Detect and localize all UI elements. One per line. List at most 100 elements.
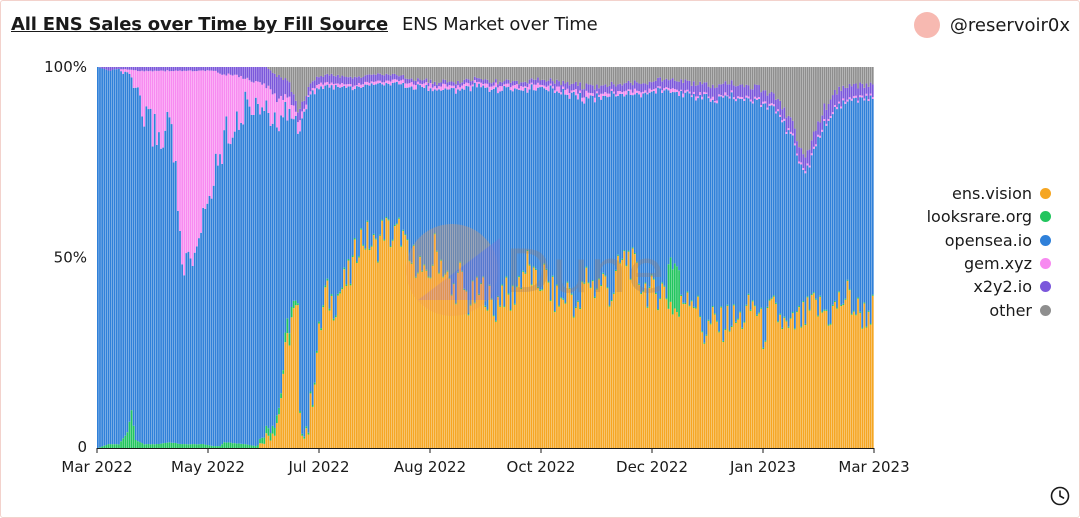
bar-segment-opensea-io: [162, 147, 165, 444]
bar-segment-ens-vision: [827, 325, 830, 448]
bar-segment-ens-vision: [423, 265, 426, 448]
bar-segment-looksrare-org: [737, 318, 739, 320]
bar-segment-gem-xyz: [543, 85, 546, 89]
bar-segment-other: [638, 67, 640, 84]
bar-segment-x2y2-io: [819, 122, 822, 136]
chart-title-link[interactable]: All ENS Sales over Time by Fill Source: [11, 14, 388, 35]
bar-segment-x2y2-io: [370, 74, 373, 82]
bar-segment-looksrare-org: [570, 293, 573, 295]
bar-segment-other: [810, 67, 813, 141]
bar-segment-opensea-io: [210, 198, 213, 446]
bar-segment-opensea-io: [326, 84, 329, 279]
clock-icon[interactable]: [1050, 486, 1070, 506]
bar-segment-gem-xyz: [572, 90, 575, 92]
bar-segment-opensea-io: [471, 86, 474, 281]
legend-item-looksrare-org[interactable]: looksrare.org: [927, 205, 1051, 228]
bar-segment-x2y2-io: [170, 67, 173, 71]
bar-segment-x2y2-io: [440, 82, 442, 87]
bar-segment-gem-xyz: [549, 83, 552, 86]
bar-segment-ens-vision: [385, 218, 388, 448]
bar-segment-ens-vision: [793, 329, 796, 448]
bar-segment-gem-xyz: [122, 69, 125, 74]
legend-item-other[interactable]: other: [927, 298, 1051, 321]
bar-segment-x2y2-io: [518, 84, 520, 89]
bar-segment-other: [669, 67, 672, 80]
bar-segment-opensea-io: [692, 94, 695, 307]
bar-segment-gem-xyz: [307, 95, 310, 97]
bar-segment-gem-xyz: [737, 96, 739, 99]
bar-segment-looksrare-org: [600, 284, 603, 287]
bar-segment-ens-vision: [713, 314, 716, 448]
bar-segment-looksrare-org: [229, 442, 232, 448]
bar-segment-other: [815, 67, 817, 131]
bar-segment-opensea-io: [669, 92, 672, 258]
bar-segment-other: [396, 67, 398, 76]
bar-segment-x2y2-io: [242, 67, 245, 79]
bar-segment-opensea-io: [158, 132, 160, 445]
bar-segment-other: [829, 67, 832, 100]
bar-segment-opensea-io: [244, 91, 247, 445]
legend-item-gem-xyz[interactable]: gem.xyz: [927, 252, 1051, 275]
bar-segment-ens-vision: [589, 288, 592, 448]
bar-segment-x2y2-io: [699, 81, 701, 93]
bar-segment-x2y2-io: [652, 81, 655, 90]
bar-segment-opensea-io: [823, 120, 826, 310]
legend-item-x2y2-io[interactable]: x2y2.io: [927, 275, 1051, 298]
bar-segment-opensea-io: [716, 103, 718, 321]
bar-segment-other: [661, 67, 664, 82]
bar-segment-opensea-io: [610, 90, 613, 301]
bar-segment-looksrare-org: [686, 291, 689, 293]
bar-segment-other: [448, 67, 451, 82]
bar-segment-other: [604, 67, 607, 85]
bar-segment-gem-xyz: [141, 70, 143, 117]
bar-segment-opensea-io: [254, 97, 257, 447]
bar-segment-opensea-io: [398, 84, 400, 218]
bar-segment-x2y2-io: [802, 154, 805, 169]
bar-segment-gem-xyz: [149, 70, 152, 109]
bar-segment-x2y2-io: [364, 75, 367, 82]
bar-segment-ens-vision: [288, 345, 291, 448]
bar-segment-looksrare-org: [497, 295, 499, 298]
bar-segment-x2y2-io: [99, 67, 101, 68]
bar-segment-gem-xyz: [366, 81, 369, 85]
bar-segment-ens-vision: [612, 293, 615, 448]
bar-segment-looksrare-org: [655, 292, 657, 295]
legend-item-opensea-io[interactable]: opensea.io: [927, 229, 1051, 252]
bar-segment-other: [838, 67, 840, 87]
bar-segment-opensea-io: [615, 96, 617, 270]
bar-segment-gem-xyz: [143, 71, 146, 127]
bar-segment-other: [745, 67, 748, 85]
bar-segment-looksrare-org: [202, 444, 205, 448]
bar-segment-x2y2-io: [103, 67, 106, 69]
bar-segment-gem-xyz: [334, 83, 337, 86]
bar-segment-gem-xyz: [389, 81, 392, 86]
bar-segment-opensea-io: [233, 131, 236, 444]
bar-segment-gem-xyz: [351, 86, 354, 91]
author-name[interactable]: @reservoir0x: [949, 14, 1070, 36]
bar-segment-x2y2-io: [532, 79, 535, 85]
bar-segment-ens-vision: [332, 320, 335, 448]
bar-segment-x2y2-io: [457, 80, 459, 86]
bar-segment-gem-xyz: [619, 91, 621, 94]
bar-segment-opensea-io: [377, 83, 379, 262]
bar-segment-ens-vision: [431, 265, 434, 448]
bar-segment-looksrare-org: [471, 280, 474, 282]
bar-segment-x2y2-io: [198, 67, 200, 71]
legend-label: other: [989, 300, 1032, 320]
bar-segment-looksrare-org: [671, 269, 674, 315]
bar-segment-opensea-io: [330, 85, 333, 295]
legend-item-ens-vision[interactable]: ens.vision: [927, 182, 1051, 205]
bar-segment-opensea-io: [560, 94, 563, 298]
author[interactable]: @reservoir0x: [913, 12, 1070, 38]
bar-segment-ens-vision: [372, 235, 375, 448]
bar-segment-looksrare-org: [436, 250, 438, 252]
bar-segment-ens-vision: [695, 308, 697, 448]
bar-segment-gem-xyz: [568, 93, 571, 99]
bar-segment-ens-vision: [657, 310, 659, 448]
bar-segment-gem-xyz: [585, 90, 588, 97]
bar-segment-looksrare-org: [414, 276, 417, 278]
bar-segment-x2y2-io: [726, 84, 729, 96]
bar-segment-looksrare-org: [777, 321, 779, 323]
bar-segment-x2y2-io: [412, 80, 415, 85]
bar-segment-gem-xyz: [486, 83, 489, 88]
